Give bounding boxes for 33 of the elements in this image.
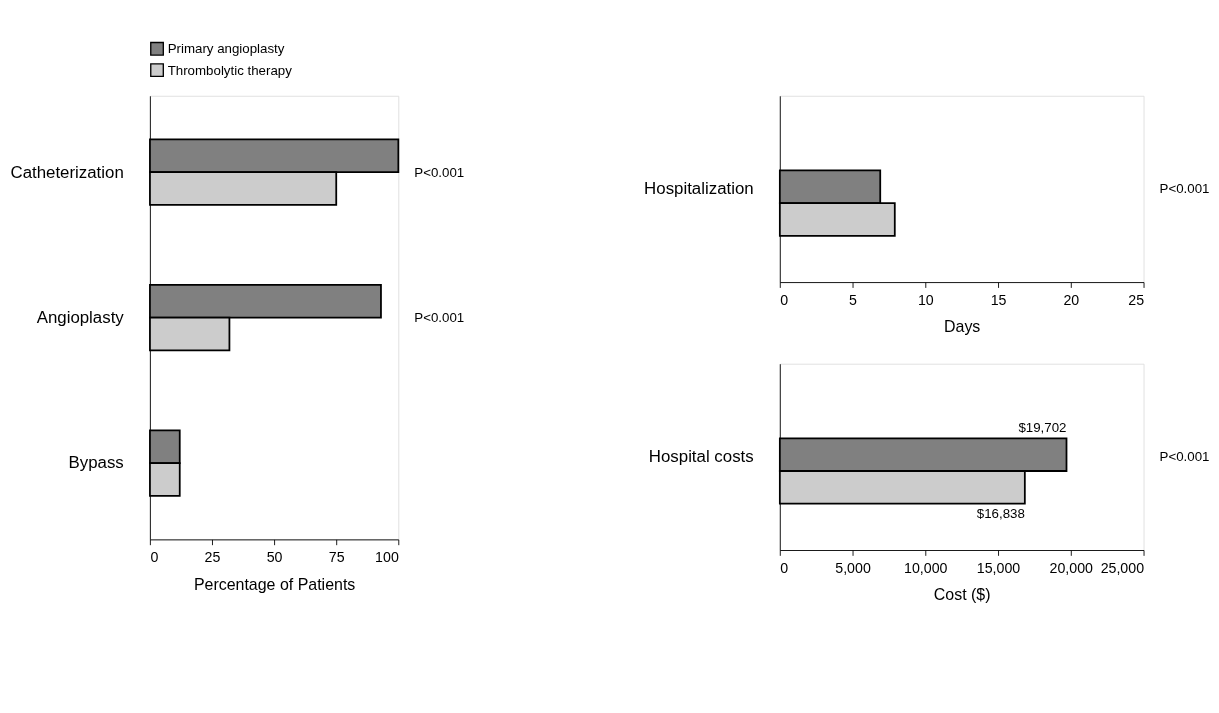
x-tick-label: 0: [150, 549, 159, 566]
y-tick-label: Bypass: [68, 453, 124, 473]
y-tick-label: Angioplasty: [36, 307, 125, 327]
text: P<0.001: [414, 310, 465, 326]
x-tick-label: 75: [328, 549, 345, 566]
x-tick-label: 20: [1063, 291, 1080, 308]
y-tick-label: Hospitalization: [644, 179, 754, 199]
x-tick-label: 5,000: [835, 559, 871, 576]
x-tick-label: 15: [990, 291, 1007, 308]
x-tick-label: 25: [1128, 291, 1145, 308]
x-tick-label: 0: [780, 559, 789, 576]
x-tick-label: 25,000: [1100, 559, 1145, 576]
x-tick-label: 5: [849, 291, 858, 308]
text: P<0.001: [1159, 449, 1210, 465]
data-label: $16,838: [976, 506, 1025, 522]
x-tick-label: 10: [917, 291, 934, 308]
x-tick-label: 50: [266, 549, 283, 566]
x-tick-label: 20,000: [1049, 559, 1094, 576]
x-tick-label: 15,000: [976, 559, 1021, 576]
text: P<0.001: [1159, 181, 1210, 197]
text: P<0.001: [414, 164, 465, 180]
y-tick-label: Hospital costs: [648, 447, 754, 467]
x-tick-label: 0: [780, 291, 789, 308]
x-tick-label: 10,000: [904, 559, 948, 576]
x-axis-title: Days: [943, 318, 981, 336]
data-label: $19,702: [1018, 420, 1067, 436]
x-axis-title: Percentage of Patients: [193, 575, 356, 593]
legend-label: Thrombolytic therapy: [167, 62, 293, 78]
x-tick-label: 100: [375, 549, 399, 566]
x-tick-label: 25: [204, 549, 221, 566]
legend-label: Primary angioplasty: [167, 41, 285, 57]
y-tick-label: Catheterization: [10, 162, 124, 182]
x-axis-title: Cost ($): [933, 586, 991, 604]
